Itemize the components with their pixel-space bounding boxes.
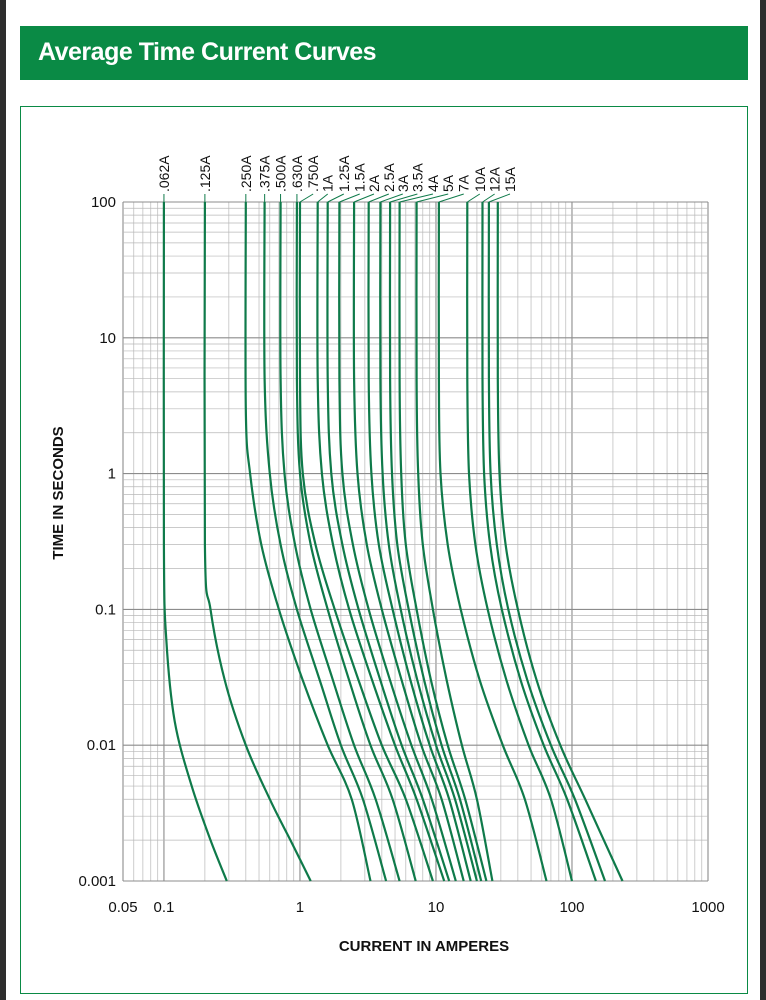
curve-label-leader — [482, 193, 495, 203]
curve-12A — [481, 201, 597, 882]
curve-label-leader — [299, 193, 314, 203]
curve-label: .125A — [197, 155, 213, 192]
curve-10A — [466, 201, 574, 882]
curve-label: 15A — [502, 166, 518, 192]
y-tick-label: 0.01 — [87, 737, 116, 754]
page-title: Average Time Current Curves — [38, 38, 377, 66]
curve-label-leader — [416, 193, 449, 203]
curve-7A — [437, 201, 548, 882]
y-tick-label: 0.1 — [95, 601, 116, 618]
curve-label: 1A — [320, 174, 336, 192]
curve-label-leader — [327, 193, 345, 203]
curve-15A — [487, 201, 607, 882]
curve-label-leader — [399, 193, 434, 203]
curve-p630A — [295, 201, 417, 882]
curve-label: .500A — [273, 155, 289, 192]
curve-label: 7A — [456, 174, 472, 192]
curve-label: 1.5A — [352, 163, 368, 192]
curve-label-leader — [317, 193, 329, 203]
curve-5A — [415, 201, 494, 882]
x-tick-label: 0.1 — [154, 899, 175, 916]
curve-label-leader — [353, 193, 375, 203]
curve-label: .750A — [305, 155, 321, 192]
curve-label-leader — [389, 193, 418, 203]
curve-label-leader — [488, 193, 511, 203]
x-axis-label: CURRENT IN AMPERES — [339, 938, 509, 955]
x-tick-label: 100 — [559, 899, 584, 916]
curve-label: 1.25A — [336, 155, 352, 192]
x-tick-label: 10 — [428, 899, 445, 916]
curve-label-leader — [438, 193, 464, 203]
curve-label: 3.5A — [409, 163, 425, 192]
curve-label: .250A — [238, 155, 254, 192]
x-tick-label: 0.05 — [108, 899, 137, 916]
curve-label-leader — [380, 193, 403, 203]
y-tick-label: 100 — [91, 194, 116, 211]
curve-2p5A — [367, 201, 472, 882]
x-tick-label: 1000 — [691, 899, 724, 916]
curve-label: 4A — [425, 174, 441, 192]
curve-1p25A — [326, 201, 451, 882]
window-frame-left — [0, 0, 6, 1000]
y-tick-label: 0.001 — [78, 873, 116, 890]
curve-p375A — [263, 201, 388, 882]
curve-label-leader — [368, 193, 389, 203]
title-banner: Average Time Current Curves — [20, 26, 748, 80]
chart-curves — [162, 201, 624, 882]
curve-label: 2.5A — [381, 163, 397, 192]
curve-2A — [352, 201, 465, 882]
curve-p250A — [244, 201, 372, 882]
curve-3p5A — [388, 201, 483, 882]
curve-3A — [379, 201, 478, 882]
curve-label: 10A — [472, 166, 488, 192]
curve-label-leader — [339, 193, 360, 203]
curve-label: .375A — [257, 155, 273, 192]
curve-label: .630A — [289, 155, 305, 192]
curve-label: 3A — [395, 174, 411, 192]
window-frame-right — [760, 0, 766, 1000]
curve-p062A — [162, 201, 228, 882]
curve-p750A — [298, 201, 434, 882]
x-tick-label: 1 — [296, 899, 304, 916]
curve-label: 2A — [366, 174, 382, 192]
axis-ticks: 0.05 0.1 1 10 100 1000 100 10 1 0.1 0.01 0.001 — [78, 194, 724, 916]
curve-label: 5A — [440, 174, 456, 192]
y-tick-label: 1 — [108, 466, 116, 483]
curve-p500A — [279, 201, 401, 882]
chart-panel — [20, 106, 748, 994]
curve-label: .062A — [156, 155, 172, 192]
curve-p125A — [203, 201, 312, 882]
curve-1p5A — [338, 201, 457, 882]
curve-4A — [398, 201, 488, 882]
curve-extra — [496, 201, 624, 882]
y-tick-label: 10 — [99, 330, 116, 347]
curve-1A — [316, 201, 446, 882]
y-axis-label: TIME IN SECONDS — [50, 426, 67, 559]
curve-label: 12A — [487, 166, 503, 192]
curve-label-leader — [467, 193, 481, 203]
